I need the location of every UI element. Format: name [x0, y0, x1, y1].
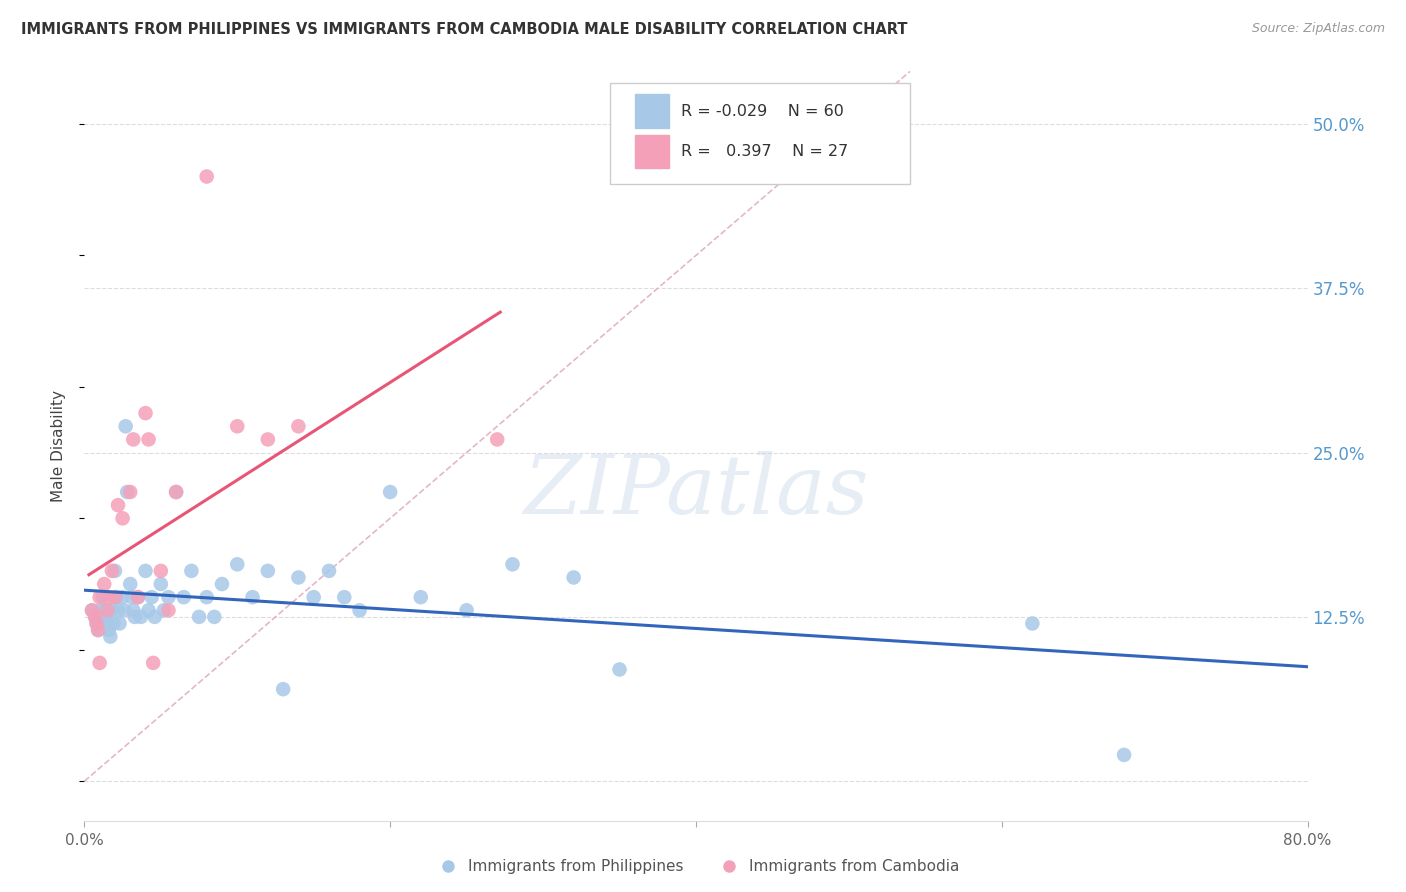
Point	[226, 558, 249, 572]
Point	[104, 564, 127, 578]
Point	[120, 485, 142, 500]
Point	[120, 577, 142, 591]
Point	[98, 630, 121, 644]
Point	[111, 511, 134, 525]
Point	[96, 603, 118, 617]
Text: R =   0.397    N = 27: R = 0.397 N = 27	[682, 144, 849, 159]
Point	[1114, 747, 1136, 762]
Point	[165, 485, 187, 500]
Point	[112, 603, 135, 617]
Point	[135, 564, 157, 578]
Point	[242, 590, 264, 604]
Point	[89, 656, 111, 670]
Point	[149, 577, 172, 591]
Point	[1021, 616, 1043, 631]
Point	[103, 616, 125, 631]
Point	[456, 603, 478, 617]
Point	[84, 610, 107, 624]
Point	[157, 590, 180, 604]
Point	[107, 498, 129, 512]
Point	[108, 616, 131, 631]
Point	[138, 603, 160, 617]
Point	[127, 590, 149, 604]
Point	[97, 623, 120, 637]
Text: IMMIGRANTS FROM PHILIPPINES VS IMMIGRANTS FROM CAMBODIA MALE DISABILITY CORRELAT: IMMIGRANTS FROM PHILIPPINES VS IMMIGRANT…	[21, 22, 908, 37]
Point	[257, 433, 280, 447]
Text: R = -0.029    N = 60: R = -0.029 N = 60	[682, 103, 844, 119]
Point	[287, 419, 309, 434]
Point	[349, 603, 371, 617]
Point	[409, 590, 432, 604]
Point	[89, 616, 111, 631]
Point	[115, 485, 138, 500]
Point	[86, 616, 108, 631]
Point	[141, 590, 163, 604]
Point	[121, 590, 143, 604]
Point	[211, 577, 233, 591]
Point	[149, 564, 172, 578]
FancyBboxPatch shape	[610, 83, 910, 184]
Point	[96, 603, 118, 617]
Y-axis label: Male Disability: Male Disability	[51, 390, 66, 502]
Point	[104, 590, 127, 604]
Point	[107, 603, 129, 617]
Point	[138, 433, 160, 447]
Point	[114, 419, 136, 434]
Point	[153, 603, 176, 617]
Point	[89, 590, 111, 604]
Point	[188, 610, 211, 624]
Point	[86, 616, 108, 631]
Point	[96, 616, 118, 631]
Point	[195, 590, 218, 604]
Point	[143, 610, 166, 624]
Point	[135, 406, 157, 420]
Point	[486, 433, 509, 447]
Point	[93, 603, 115, 617]
Point	[157, 603, 180, 617]
Point	[195, 169, 218, 184]
Point	[257, 564, 280, 578]
Point	[202, 610, 225, 624]
Bar	[636, 135, 669, 169]
Point	[101, 603, 124, 617]
Point	[271, 682, 294, 697]
Point	[129, 610, 152, 624]
Point	[105, 590, 128, 604]
Point	[502, 558, 524, 572]
Point	[127, 590, 149, 604]
Point	[124, 610, 146, 624]
Point	[97, 590, 120, 604]
Point	[380, 485, 402, 500]
Point	[94, 610, 117, 624]
Text: Source: ZipAtlas.com: Source: ZipAtlas.com	[1251, 22, 1385, 36]
Point	[122, 603, 145, 617]
Point	[609, 663, 631, 677]
Point	[142, 656, 165, 670]
Point	[173, 590, 195, 604]
Point	[180, 564, 202, 578]
Point	[80, 603, 103, 617]
Point	[318, 564, 340, 578]
Point	[84, 610, 107, 624]
Point	[287, 570, 309, 584]
Point	[80, 603, 103, 617]
Legend: Immigrants from Philippines, Immigrants from Cambodia: Immigrants from Philippines, Immigrants …	[426, 854, 966, 880]
Point	[89, 603, 111, 617]
Point	[165, 485, 187, 500]
Point	[226, 419, 249, 434]
Point	[111, 590, 134, 604]
Point	[122, 433, 145, 447]
Point	[87, 623, 110, 637]
Bar	[636, 95, 669, 128]
Point	[101, 564, 124, 578]
Text: ZIPatlas: ZIPatlas	[523, 451, 869, 531]
Point	[562, 570, 585, 584]
Point	[333, 590, 356, 604]
Point	[87, 623, 110, 637]
Point	[93, 577, 115, 591]
Point	[302, 590, 325, 604]
Point	[91, 590, 114, 604]
